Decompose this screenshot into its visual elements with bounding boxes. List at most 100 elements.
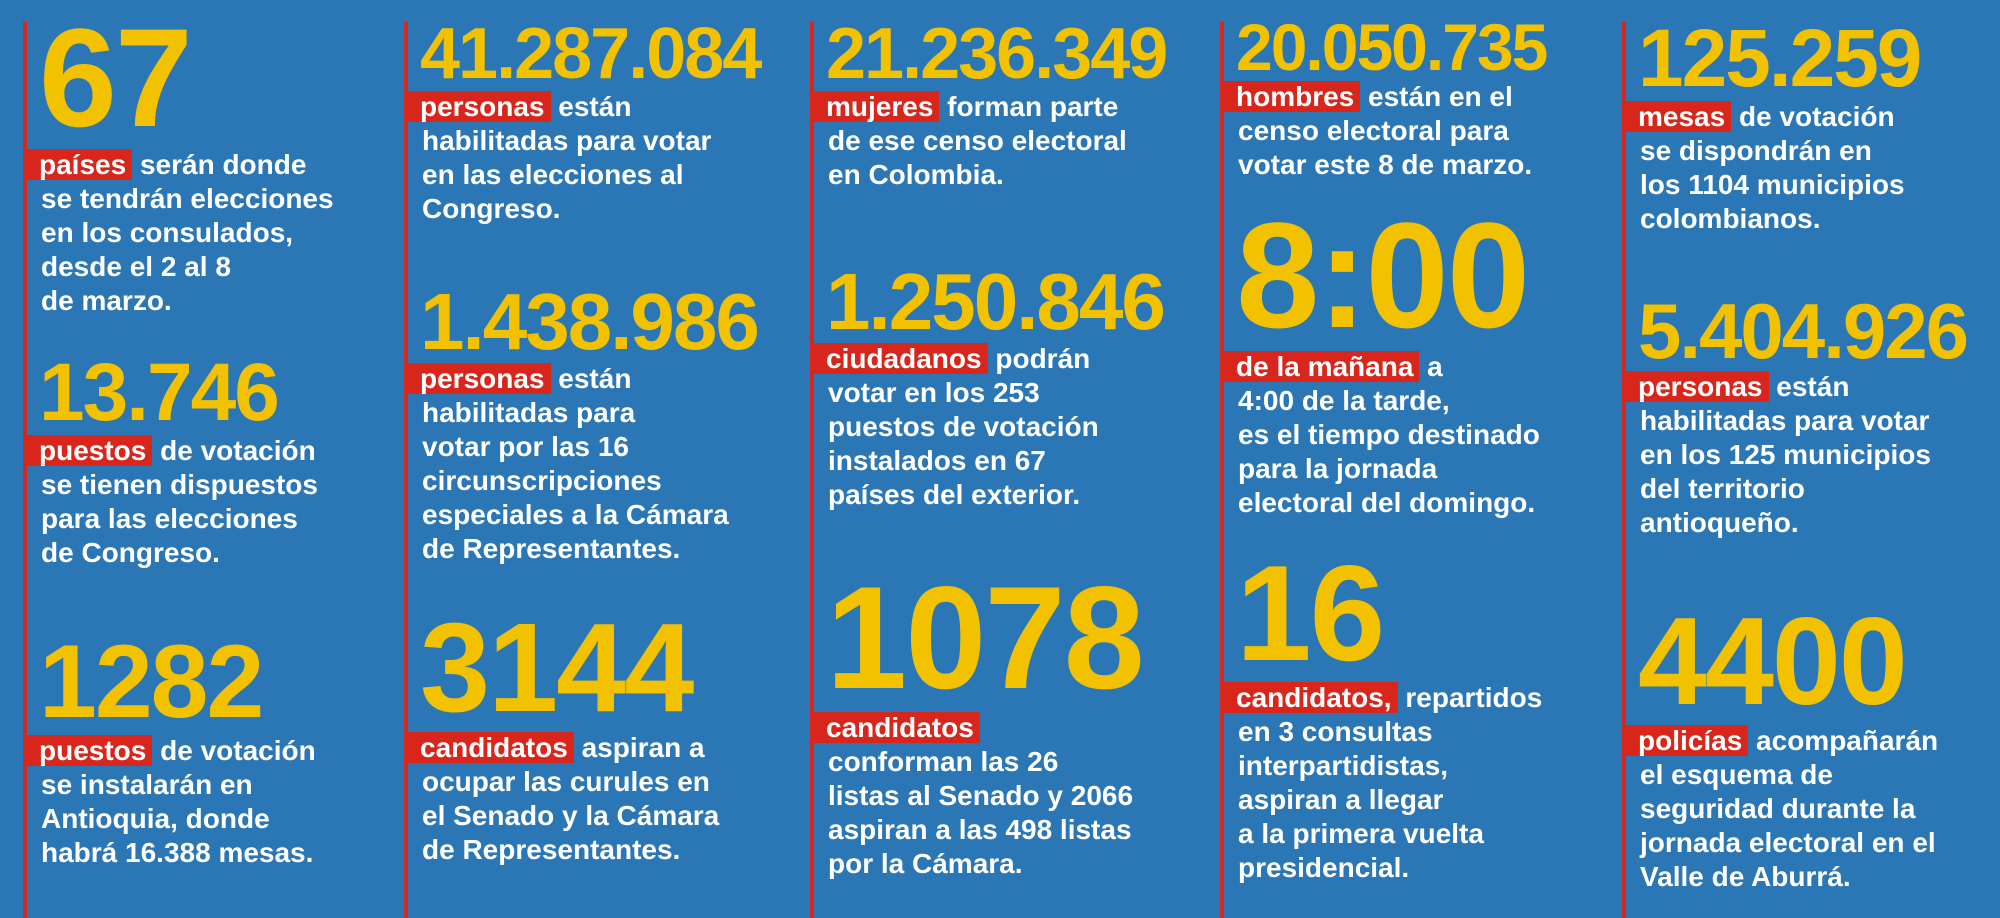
first-line-text: están [1768,371,1850,402]
stat-block: 67 países serán donde se tendrán eleccione… [23,0,334,318]
first-line-text: repartidos [1397,682,1543,713]
first-line-text: están en el [1360,81,1513,112]
description-line: presidencial. [1238,852,1410,883]
first-line-text: de votación [1731,101,1895,132]
stat-description: personas están habilitadas para votar por … [404,362,758,566]
stat-block: 1.438.986 personas están habilitadas para v… [404,277,760,566]
stat-description: ciudadanos podrán votar en los 253 puestos… [810,342,1164,512]
highlight-label: personas [404,91,551,122]
description-line: ocupar las curules en [422,766,710,797]
stat-description: personas están habilitadas para votar en l… [1622,370,1967,540]
first-line-text: de votación [152,735,316,766]
description-line: es el tiempo destinado [1238,419,1540,450]
divider-line [404,22,408,918]
description-line: 4:00 de la tarde, [1238,385,1450,416]
first-line-text: podrán [987,343,1091,374]
stat-number: 41.287.084 [420,14,762,94]
stat-description: candidatos conforman las 26 listas al Sena… [810,711,1143,881]
description-line: votar este 8 de marzo. [1238,149,1533,180]
description-line: para las elecciones [41,503,298,534]
description-line: listas al Senado y 2066 [828,780,1134,811]
description-line: conforman las 26 [828,746,1059,777]
description-line: para la jornada [1238,453,1438,484]
stat-number: 1.438.986 [420,277,760,366]
stat-block: 125.259 mesas de votación se dispondrán en… [1622,13,1922,236]
stat-description: puestos de votación se tienen dispuestos p… [23,434,318,570]
description-line: el esquema de [1640,759,1833,790]
stat-block: 5.404.926 personas están habilitadas para … [1622,292,1969,540]
stat-number: 1.250.846 [826,257,1166,346]
stat-number: 4400 [1638,593,1908,731]
description-line: electoral del domingo. [1238,487,1536,518]
description-line: se tendrán elecciones [41,183,334,214]
description-line: Antioquia, donde [41,803,270,834]
highlight-label: candidatos [810,712,980,743]
description-line: especiales a la Cámara [422,499,729,530]
description-line: habilitadas para votar [1640,405,1930,436]
stat-number: 3144 [420,597,694,738]
description-line: censo electoral para [1238,115,1509,146]
stat-description: puestos de votación se instalarán en Antio… [23,734,316,870]
stat-description: candidatos aspiran a ocupar las curules e… [404,731,719,867]
description-line: países del exterior. [828,479,1081,510]
stat-description: candidatos, repartidos en 3 consultas inte… [1220,681,1543,885]
description-line: jornada electoral en el [1640,827,1936,858]
first-line-text: acompañarán [1748,725,1939,756]
stat-number: 1282 [39,624,264,740]
stat-description: de la mañana a 4:00 de la tarde, es el tie… [1220,350,1540,520]
stat-number: 8:00 [1236,191,1530,359]
highlight-label: candidatos [404,732,574,763]
description-line: votar por las 16 [422,431,629,462]
highlight-label: ciudadanos [810,343,988,374]
highlight-label: hombres [1220,81,1361,112]
description-line: interpartidistas, [1238,750,1449,781]
description-line: votar en los 253 [828,377,1040,408]
description-line: en 3 consultas [1238,716,1433,747]
stat-block: 20.050.735 hombres están en el censo elect… [1220,10,1548,182]
highlight-label: de la mañana [1220,351,1420,382]
description-line: los 1104 municipios [1640,169,1905,200]
description-line: en Colombia. [828,159,1004,190]
description-line: del territorio [1640,473,1805,504]
highlight-label: policías [1622,725,1749,756]
description-line: habilitadas para votar [422,125,712,156]
highlight-label: puestos [23,735,153,766]
divider-line [1220,22,1224,918]
stat-block: 21.236.349 mujeres forman parte de ese cen… [810,14,1168,192]
first-line-text: serán donde [132,149,307,180]
stat-number: 21.236.349 [826,14,1168,94]
highlight-label: países [23,149,133,180]
stat-number: 20.050.735 [1236,10,1548,84]
description-line: de ese censo electoral [828,125,1127,156]
stat-number: 16 [1236,537,1385,689]
first-line-text: de votación [152,435,316,466]
description-line: se dispondrán en [1640,135,1872,166]
description-line: en las elecciones al [422,159,684,190]
stat-number: 125.259 [1638,13,1922,104]
divider-line [23,22,27,918]
description-line: aspiran a llegar [1238,784,1444,815]
description-line: habrá 16.388 mesas. [41,837,314,868]
description-line: aspiran a las 498 listas [828,814,1132,845]
stat-block: 3144 candidatos aspiran a ocupar las curul… [404,597,719,867]
stat-number: 67 [39,0,193,156]
description-line: puestos de votación [828,411,1099,442]
description-line: Valle de Aburrá. [1640,861,1851,892]
description-line: colombianos. [1640,203,1821,234]
stat-block: 16 candidatos, repartidos en 3 consultas in… [1220,537,1543,885]
stat-number: 1078 [826,556,1145,719]
description-line: de marzo. [41,285,172,316]
first-line-text: aspiran a [573,732,705,763]
stat-number: 13.746 [39,347,280,438]
description-line: seguridad durante la [1640,793,1916,824]
description-line: se instalarán en [41,769,253,800]
description-line: por la Cámara. [828,848,1023,879]
stat-block: 1078 candidatos conforman las 26 listas al … [810,556,1145,881]
description-line: circunscripciones [422,465,662,496]
description-line: instalados en 67 [828,445,1046,476]
description-line: Congreso. [422,193,561,224]
stat-block: 1.250.846 ciudadanos podrán votar en los 2… [810,257,1166,512]
description-line: en los 125 municipios [1640,439,1931,470]
stat-block: 41.287.084 personas están habilitadas para… [404,14,762,226]
stat-block: 1282 puestos de votación se instalarán en A… [23,624,316,870]
